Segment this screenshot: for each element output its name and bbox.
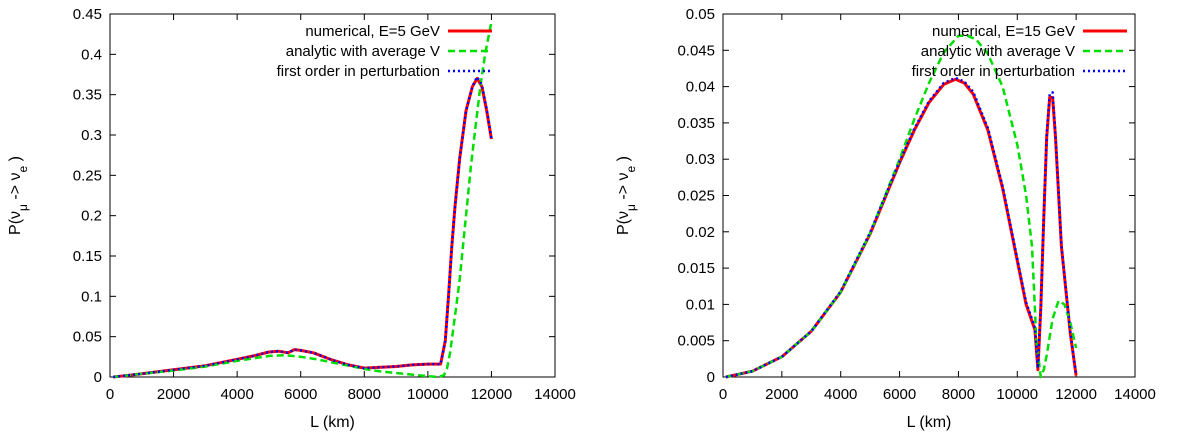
y-tick-label: 0	[94, 369, 102, 386]
y-axis-label: P(νμ -> νe )	[7, 156, 30, 235]
x-axis-label: L (km)	[310, 414, 355, 431]
y-tick-label: 0.01	[686, 296, 715, 313]
series-line-3	[725, 76, 1078, 379]
series-line-2	[725, 34, 1078, 379]
series-line-1	[725, 77, 1078, 379]
x-tick-label: 6000	[284, 386, 317, 403]
legend-label: first order in perturbation	[912, 63, 1075, 80]
y-tick-label: 0.2	[81, 208, 102, 225]
x-tick-label: 4000	[824, 386, 857, 403]
legend-label: numerical, E=15 GeV	[932, 23, 1075, 40]
y-tick-label: 0.035	[677, 115, 715, 132]
x-tick-label: 0	[106, 386, 114, 403]
x-tick-label: 0	[719, 386, 727, 403]
y-tick-label: 0.35	[73, 87, 102, 104]
x-axis-label: L (km)	[907, 414, 952, 431]
legend-label: numerical, E=5 GeV	[305, 23, 440, 40]
legend-label: analytic with average V	[921, 43, 1075, 60]
y-tick-label: 0.1	[81, 288, 102, 305]
y-tick-label: 0.04	[686, 79, 715, 96]
plot-frame	[109, 13, 556, 378]
x-tick-label: 8000	[942, 386, 975, 403]
x-tick-label: 12000	[471, 386, 513, 403]
x-tick-label: 8000	[348, 386, 381, 403]
x-tick-label: 10000	[996, 386, 1038, 403]
x-tick-label: 2000	[157, 386, 190, 403]
x-tick-label: 14000	[1114, 386, 1156, 403]
x-tick-label: 10000	[407, 386, 449, 403]
series-line-1	[113, 77, 493, 379]
y-tick-label: 0.15	[73, 248, 102, 265]
x-tick-label: 12000	[1055, 386, 1097, 403]
y-tick-label: 0.02	[686, 224, 715, 241]
y-tick-label: 0.25	[73, 167, 102, 184]
legend-label: analytic with average V	[286, 43, 440, 60]
chart-left: 0 2000 4000 6000 8000 10000 12000 14000 0 0.05 0.1…	[7, 6, 576, 431]
y-tick-label: 0.03	[686, 151, 715, 168]
x-tick-label: 4000	[220, 386, 253, 403]
y-tick-label: 0	[707, 369, 715, 386]
y-tick-label: 0.045	[677, 42, 715, 59]
series-line-2	[113, 21, 493, 379]
y-tick-label: 0.015	[677, 260, 715, 277]
y-tick-label: 0.3	[81, 127, 102, 144]
y-tick-label: 0.05	[686, 6, 715, 23]
y-tick-label: 0.05	[73, 329, 102, 346]
x-tick-label: 6000	[883, 386, 916, 403]
legend-label: first order in perturbation	[277, 63, 440, 80]
x-tick-label: 14000	[534, 386, 576, 403]
y-tick-label: 0.4	[81, 46, 102, 63]
series-line-3	[113, 75, 493, 379]
y-tick-label: 0.025	[677, 188, 715, 205]
chart-right: 0 2000 4000 6000 8000 10000 12000 14000 0 0.005 0.…	[615, 6, 1156, 431]
y-tick-label: 0.45	[73, 6, 102, 23]
y-axis-label: P(νμ -> νe )	[615, 156, 638, 235]
y-tick-label: 0.005	[677, 333, 715, 350]
x-tick-label: 2000	[765, 386, 798, 403]
